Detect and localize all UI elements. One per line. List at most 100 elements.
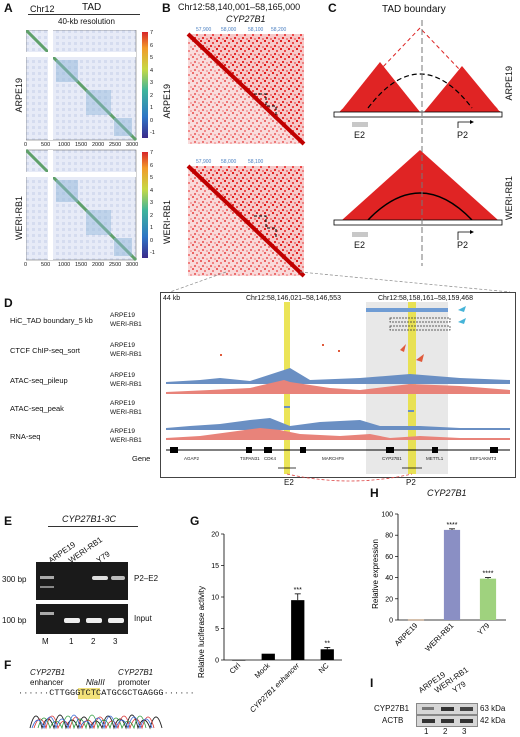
significance-label: **** <box>483 571 494 578</box>
loop-dashed <box>367 73 473 109</box>
track-atac-pileup-s1: ARPE19 <box>110 372 135 379</box>
y-tick-label: 0 <box>389 618 393 625</box>
track-gene-label: Gene <box>132 454 151 463</box>
f-enh-word: enhancer <box>30 678 64 687</box>
hic-map-weri-rb1 <box>186 164 306 278</box>
panel-label-i: I <box>370 676 374 690</box>
track-atac-peak-s2: WERI-RB1 <box>110 409 142 416</box>
panel-c-title: TAD boundary <box>382 4 446 15</box>
a-colorbar-tick: 2 <box>150 92 154 99</box>
panel-a-title: TAD <box>82 2 102 13</box>
blot-actb <box>416 715 478 727</box>
y-tick-label: 20 <box>211 532 219 539</box>
a-xtick: 500 <box>41 262 51 268</box>
f-enh-gene: CYP27B1 <box>30 668 66 677</box>
b-tick-7: 58,100 <box>248 159 264 165</box>
a-colorbar-tick: 4 <box>150 187 154 194</box>
atac-arpe19 <box>166 368 510 384</box>
y-tick-label: 15 <box>211 563 219 570</box>
a-colorbar-tick: 3 <box>150 80 154 86</box>
rna-arpe19 <box>166 418 510 430</box>
gel-bottom <box>36 604 128 634</box>
a-xtick: 0 <box>24 262 28 268</box>
significance-label: **** <box>447 522 458 529</box>
track-hic-s2: WERI-RB1 <box>110 321 142 328</box>
x-tick-label: Ctrl <box>228 661 243 676</box>
panel-label-e: E <box>4 514 13 528</box>
y-tick-label: 60 <box>385 554 393 561</box>
b-tick-5: 57,900 <box>196 159 212 165</box>
panel-b-row2: WERI-RB1 <box>162 200 172 245</box>
a-colorbar-tick: 0 <box>150 237 154 244</box>
f-chromatogram <box>29 714 163 730</box>
gene-agap2: AGAP2 <box>184 456 200 461</box>
b-tick-6: 58,000 <box>221 159 237 165</box>
b-tick-4: 58,200 <box>271 27 287 33</box>
a-colorbar-tick: 4 <box>150 67 154 74</box>
atac-weri <box>166 380 510 394</box>
track-atac-peak-s1: ARPE19 <box>110 400 135 407</box>
a-xtick: 3000 <box>126 142 139 148</box>
a-xtick: 1500 <box>75 262 88 268</box>
panel-b-gene: CYP27B1 <box>226 14 266 24</box>
panel-label-d: D <box>4 296 13 310</box>
hic-map-arpe19 <box>186 32 306 146</box>
e-lane-num-2: 2 <box>91 637 96 646</box>
heatmap-arpe19 <box>26 30 138 142</box>
panel-label-b: B <box>162 1 171 15</box>
significance-label: ** <box>325 640 331 647</box>
a-colorbar-tick: 6 <box>150 42 154 49</box>
bar <box>479 578 497 620</box>
track-atac-pileup-s2: WERI-RB1 <box>110 381 142 388</box>
e-band-input: Input <box>134 614 152 623</box>
gene-marchf9: MARCHF9 <box>322 456 344 461</box>
heatmap-weri-rb1 <box>26 148 138 262</box>
x-tick-label: CYP27B1 enhancer <box>248 661 302 715</box>
y-tick-label: 100 <box>381 512 393 519</box>
a-colorbar-tick: 7 <box>150 30 154 36</box>
i-kda-63: 63 kDa <box>480 704 506 713</box>
panel-a-row1: ARPE19 <box>14 78 24 113</box>
d-e2: E2 <box>284 478 294 487</box>
track-rna-s1: ARPE19 <box>110 428 135 435</box>
i-lane-num-1: 1 <box>424 727 429 736</box>
a-xtick: 0 <box>24 142 28 148</box>
loop-solid <box>367 192 473 221</box>
d-region2: Chr12:58,158,161–58,159,468 <box>378 295 473 302</box>
e2-box-top <box>352 122 368 127</box>
gene-eef1akmt3: EEF1AKMT3 <box>470 456 497 461</box>
a-xtick: 1000 <box>58 142 71 148</box>
gel-top <box>36 562 128 600</box>
panel-a-chrom: Chr12 <box>30 4 55 14</box>
e-ladder-100: 100 bp <box>2 616 27 625</box>
panel-c-diagram <box>333 20 503 266</box>
a-colorbar-tick: 5 <box>150 55 154 61</box>
track-labels: HiC_TAD boundary_5 kb ARPE19 WERI-RB1 CT… <box>10 306 160 463</box>
panel-label-a: A <box>4 1 13 15</box>
bar <box>261 653 275 660</box>
a-xtick: 500 <box>41 142 51 148</box>
x-tick-label: Mock <box>253 661 272 680</box>
y-tick-label: 5 <box>215 626 219 633</box>
panel-a-subtitle: 40-kb resolution <box>58 17 115 26</box>
track-atac-peak-label: ATAC-seq_peak <box>10 404 64 413</box>
genome-browser-frame <box>160 292 516 478</box>
b-tick-1: 57,900 <box>196 27 212 33</box>
track-ctcf-s1: ARPE19 <box>110 342 135 349</box>
i-lane-num-3: 3 <box>462 727 467 736</box>
i-kda-42: 42 kDa <box>480 716 506 725</box>
p2-arrow-bottom <box>457 231 470 240</box>
chart-h: Relative expression 0 20 40 60 80 100 ARPE19 **… <box>371 512 506 653</box>
e-title: CYP27B1-3C <box>62 514 117 524</box>
e-lane-num-1: 1 <box>69 637 74 646</box>
e-ladder-300: 300 bp <box>2 575 27 584</box>
x-tick-label: WERI-RB1 <box>423 621 455 653</box>
tad-merged-triangle <box>342 150 498 220</box>
a-xtick: 2500 <box>109 142 122 148</box>
bar <box>291 600 305 660</box>
i-lane-num-2: 2 <box>443 727 448 736</box>
panel-label-h: H <box>370 486 379 500</box>
f-pro-word: promoter <box>118 678 151 687</box>
y-tick-label: 80 <box>385 533 393 540</box>
y-tick-label: 0 <box>215 658 219 665</box>
